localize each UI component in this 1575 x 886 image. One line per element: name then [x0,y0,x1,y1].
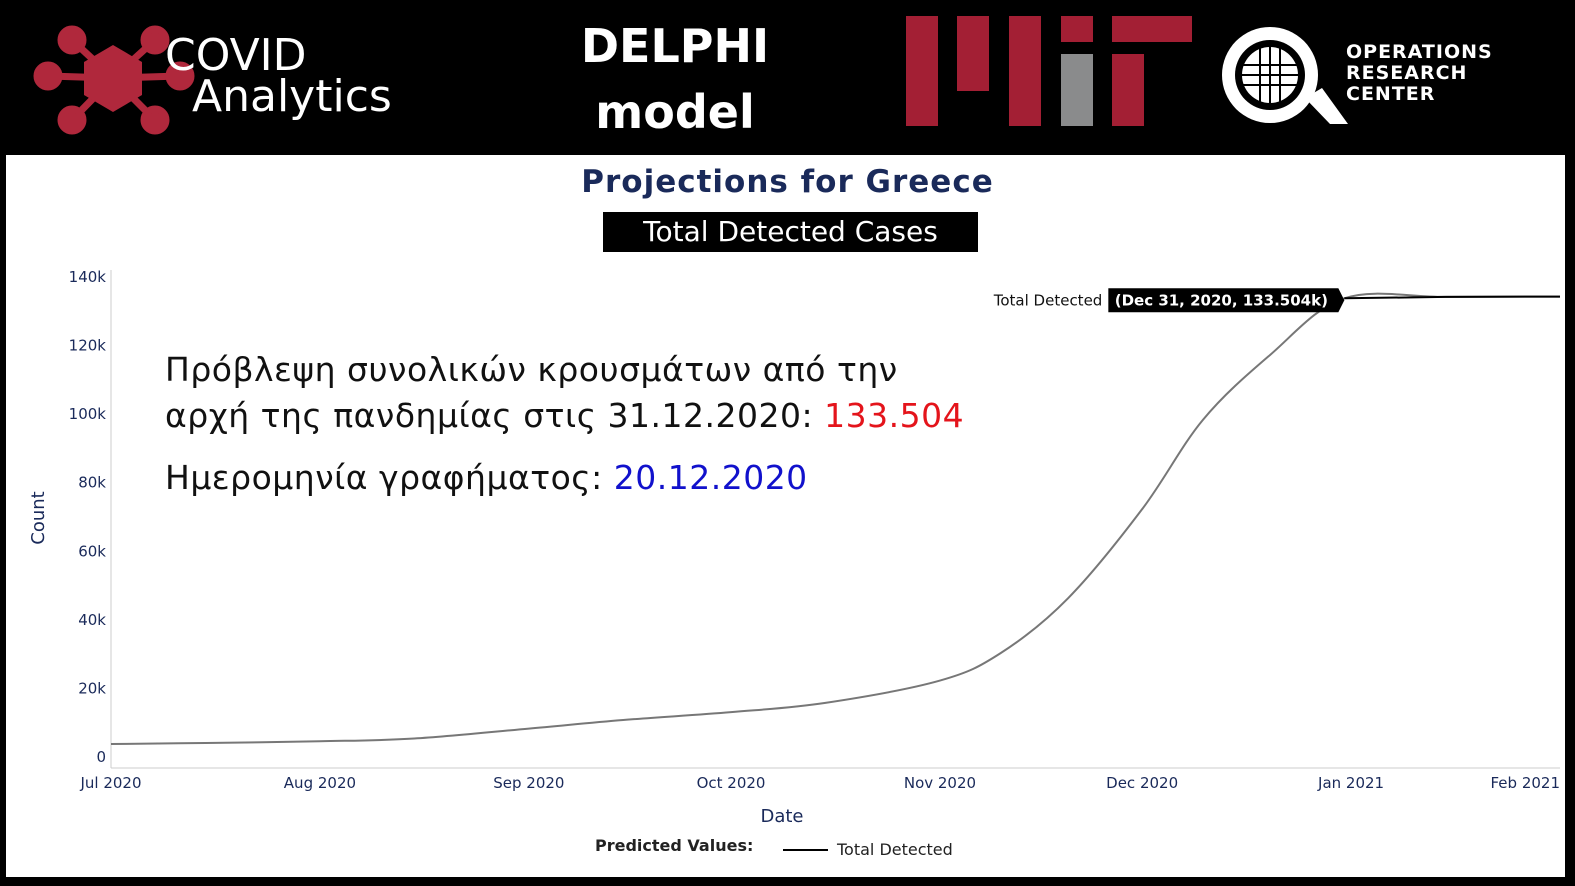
covid-virus-icon [33,25,195,135]
annotation-line-1: Πρόβλεψη συνολικών κρουσμάτων από την [165,350,898,389]
y-tick-label: 140k [69,268,107,286]
header-graphics [33,16,1348,135]
series-line-total-detected-highlight [1344,295,1561,300]
hover-label-series: Total Detected [993,291,1103,309]
orc-line-3: CENTER [1346,83,1436,105]
annotation-line-2-prefix: αρχή της πανδημίας στις 31.12.2020: [165,396,825,435]
header-banner: COVID Analytics DELPHI model OPERATIONS … [0,0,1575,155]
covid-logo-word: COVID [165,30,307,81]
chart-panel [6,155,1565,877]
legend-entry-total-detected[interactable]: Total Detected [837,840,953,859]
orc-line-1: OPERATIONS [1346,41,1493,63]
orc-globe-icon [1222,27,1348,124]
x-tick-label: Oct 2020 [697,774,766,792]
y-tick-label: 120k [69,337,107,355]
x-tick-label: Nov 2020 [904,774,976,792]
legend-line-swatch [783,849,828,851]
chart-title: Projections for Greece [581,164,994,200]
annotation-chart-date: 20.12.2020 [613,458,808,497]
hover-label-value: (Dec 31, 2020, 133.504k) [1115,291,1328,309]
analytics-logo-word: Analytics [192,71,392,122]
mit-logo [906,16,1192,126]
x-tick-label: Dec 2020 [1106,774,1178,792]
model-label: model [595,85,755,139]
hover-label-box [1108,288,1345,313]
y-axis-title: Count [28,491,49,544]
chart-subtitle: Total Detected Cases [643,215,938,248]
x-tick-label: Aug 2020 [284,774,356,792]
y-tick-label: 40k [78,611,106,629]
annotation-line-3-prefix: Ημερομηνία γραφήματος: [165,458,614,497]
y-tick-label: 80k [78,474,106,492]
annotation-line-2: αρχή της πανδημίας στις 31.12.2020: 133.… [165,396,964,435]
x-tick-label: Feb 2021 [1491,774,1561,792]
model-name: DELPHI [580,19,770,73]
orc-line-2: RESEARCH [1346,62,1468,84]
x-axis-title: Date [760,806,803,827]
x-tick-label: Jul 2020 [79,774,141,792]
x-tick-label: Sep 2020 [493,774,564,792]
chart-subtitle-box: Total Detected Cases [603,212,978,252]
y-tick-label: 100k [69,405,107,423]
y-tick-label: 20k [78,679,106,697]
y-tick-label: 60k [78,542,106,560]
annotation-line-3: Ημερομηνία γραφήματος: 20.12.2020 [165,458,808,497]
y-tick-label: 0 [96,748,106,766]
legend-title: Predicted Values: [595,836,754,855]
x-tick-label: Jan 2021 [1317,774,1384,792]
series-line-total-detected [110,292,1561,745]
annotation-cases-value: 133.504 [824,396,965,435]
